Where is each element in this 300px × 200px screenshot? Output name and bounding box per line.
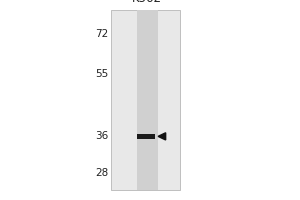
Polygon shape xyxy=(158,133,166,140)
Text: 36: 36 xyxy=(95,131,108,141)
Text: 28: 28 xyxy=(95,168,108,178)
Bar xyxy=(137,134,155,139)
Bar xyxy=(136,10,158,190)
Text: 55: 55 xyxy=(95,69,108,79)
Bar xyxy=(111,10,180,190)
Text: 72: 72 xyxy=(95,29,108,39)
Text: K562: K562 xyxy=(132,0,162,5)
